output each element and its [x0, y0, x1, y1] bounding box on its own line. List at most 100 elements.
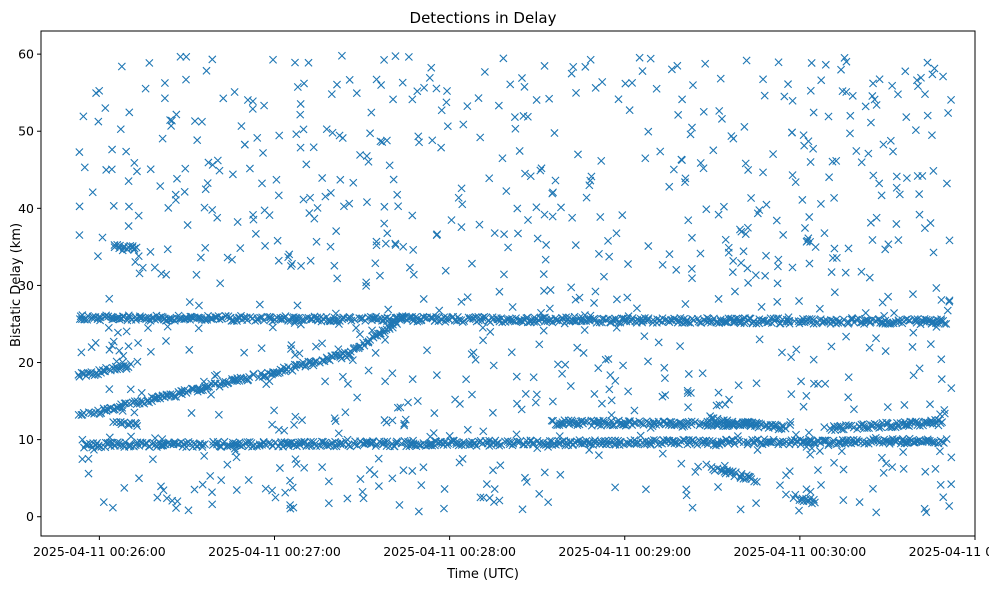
x-tick-label: 2025-04-11 00:28:00: [383, 544, 516, 559]
data-point: [512, 430, 521, 439]
data-point: [265, 211, 274, 220]
data-point: [605, 252, 614, 261]
data-point: [506, 80, 515, 89]
data-point: [336, 175, 345, 184]
data-point: [644, 357, 653, 366]
data-point: [575, 436, 584, 445]
data-point: [945, 236, 954, 245]
data-point: [193, 136, 202, 145]
data-point: [530, 313, 539, 322]
data-point: [105, 294, 114, 303]
data-point: [802, 442, 811, 451]
data-point: [839, 425, 848, 434]
data-point: [714, 388, 723, 397]
data-point: [296, 143, 305, 152]
data-point: [531, 398, 540, 407]
data-point: [371, 348, 380, 357]
data-point: [161, 316, 170, 325]
data-point: [702, 460, 711, 469]
data-point: [681, 300, 690, 309]
data-point: [832, 253, 841, 262]
data-point: [780, 92, 789, 101]
data-point: [912, 76, 921, 85]
data-point: [931, 438, 940, 447]
data-point: [580, 311, 589, 320]
data-point: [715, 400, 724, 409]
data-point: [788, 96, 797, 105]
data-point: [426, 441, 435, 450]
data-point: [665, 182, 674, 191]
data-point: [809, 355, 818, 364]
data-point: [134, 211, 143, 220]
data-point: [124, 202, 133, 211]
data-point: [281, 488, 290, 497]
data-point: [884, 240, 893, 249]
data-point: [272, 313, 281, 322]
data-point: [769, 150, 778, 159]
data-point: [612, 229, 621, 238]
data-point: [675, 317, 684, 326]
data-point: [500, 230, 509, 239]
data-point: [349, 178, 358, 187]
data-point: [237, 442, 246, 451]
data-point: [809, 379, 818, 388]
data-point: [799, 402, 808, 411]
data-point: [200, 451, 209, 460]
data-point: [776, 481, 784, 490]
data-point: [740, 122, 749, 131]
data-point: [942, 179, 951, 188]
data-point: [288, 366, 297, 375]
data-point: [686, 388, 695, 397]
data-point: [388, 416, 397, 425]
data-point: [204, 158, 213, 167]
data-point: [749, 437, 758, 446]
data-point: [382, 136, 391, 145]
data-point: [156, 182, 165, 191]
data-point: [515, 146, 524, 155]
data-point: [807, 58, 816, 67]
data-point: [673, 61, 682, 70]
data-point: [892, 172, 901, 181]
data-point: [228, 255, 237, 264]
data-point: [809, 108, 818, 117]
data-point: [928, 419, 937, 428]
data-point: [384, 305, 393, 314]
data-point: [463, 102, 472, 111]
data-point: [548, 189, 557, 198]
data-point: [509, 439, 518, 448]
data-point: [332, 442, 341, 451]
data-point: [939, 493, 948, 502]
data-point: [539, 440, 548, 449]
data-point: [121, 399, 130, 408]
data-point: [146, 347, 155, 356]
data-point: [261, 241, 270, 250]
data-point: [684, 403, 693, 412]
data-point: [940, 409, 949, 418]
data-point: [162, 270, 171, 279]
data-point: [401, 415, 410, 424]
data-point: [87, 343, 96, 352]
data-point: [312, 237, 321, 246]
data-point: [877, 453, 886, 462]
data-point: [258, 372, 267, 381]
data-point: [714, 482, 723, 491]
data-point: [158, 134, 167, 143]
data-point: [157, 269, 166, 278]
data-point: [507, 348, 516, 357]
data-point: [355, 330, 364, 339]
data-point: [207, 314, 216, 323]
data-point: [290, 420, 299, 429]
data-point: [275, 464, 284, 473]
data-point: [869, 79, 878, 88]
data-point: [926, 219, 935, 228]
data-point: [548, 212, 557, 221]
data-point: [371, 259, 380, 268]
data-point: [134, 338, 143, 347]
data-point: [293, 83, 302, 91]
data-point: [439, 504, 448, 513]
data-point: [153, 493, 162, 502]
data-point: [542, 240, 551, 249]
data-point: [788, 171, 797, 180]
data-point: [762, 251, 771, 260]
data-point: [939, 438, 948, 447]
